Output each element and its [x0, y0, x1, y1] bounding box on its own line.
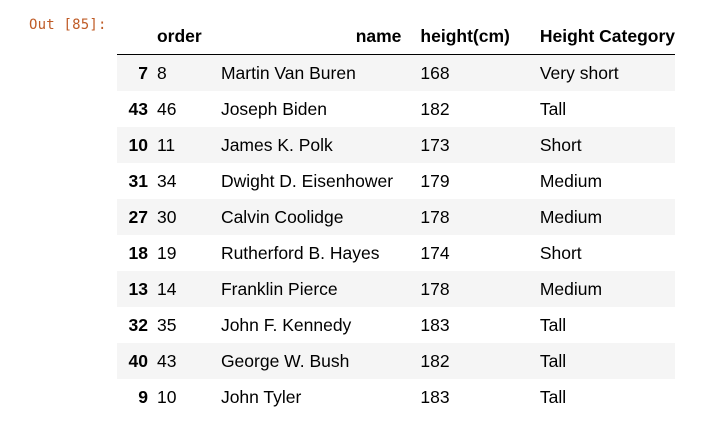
cell-order: 46	[156, 98, 177, 119]
cell-category: Short	[539, 242, 582, 263]
column-header-order: order	[147, 18, 212, 55]
cell-height: 168	[420, 62, 450, 83]
cell-order: 35	[156, 314, 177, 335]
row-index: 32	[128, 314, 148, 335]
cell-category: Medium	[539, 170, 603, 191]
cell-name: James K. Polk	[220, 134, 333, 155]
cell-height: 179	[420, 170, 450, 191]
column-header-category: Height Category	[520, 18, 675, 55]
cell-name: John Tyler	[220, 386, 302, 407]
row-index: 40	[128, 350, 148, 371]
table-row: 31 34 Dwight D. Eisenhower 179 Medium	[117, 163, 675, 199]
cell-height: 182	[420, 98, 450, 119]
row-index: 43	[128, 98, 148, 119]
column-header-height: height(cm)	[401, 18, 521, 55]
row-index: 13	[128, 278, 148, 299]
table-row: 18 19 Rutherford B. Hayes 174 Short	[117, 235, 675, 271]
cell-order: 11	[156, 134, 176, 155]
cell-order: 8	[156, 62, 167, 83]
table-row: 13 14 Franklin Pierce 178 Medium	[117, 271, 675, 307]
cell-category: Very short	[539, 62, 619, 83]
row-index: 31	[128, 170, 148, 191]
cell-name: Rutherford B. Hayes	[220, 242, 380, 263]
cell-category: Tall	[539, 350, 567, 371]
table-row: 32 35 John F. Kennedy 183 Tall	[117, 307, 675, 343]
column-header-name: name	[211, 18, 402, 55]
cell-order: 19	[156, 242, 177, 263]
cell-height: 183	[420, 314, 450, 335]
cell-order: 10	[156, 386, 177, 407]
cell-height: 178	[420, 206, 450, 227]
cell-name: Joseph Biden	[220, 98, 327, 119]
cell-height: 173	[420, 134, 450, 155]
cell-category: Medium	[539, 206, 603, 227]
table-row: 7 8 Martin Van Buren 168 Very short	[117, 54, 675, 91]
cell-order: 34	[156, 170, 177, 191]
index-header	[117, 18, 148, 55]
cell-category: Short	[539, 134, 582, 155]
row-index: 18	[128, 242, 148, 263]
cell-order: 30	[156, 206, 177, 227]
table-row: 9 10 John Tyler 183 Tall	[117, 379, 675, 415]
table-row: 40 43 George W. Bush 182 Tall	[117, 343, 675, 379]
output-prompt: Out [85]:	[29, 17, 107, 33]
cell-name: John F. Kennedy	[220, 314, 352, 335]
cell-category: Tall	[539, 386, 567, 407]
cell-name: Martin Van Buren	[220, 62, 356, 83]
table-body: 7 8 Martin Van Buren 168 Very short 43 46 Josep…	[117, 54, 675, 415]
row-index: 7	[138, 62, 148, 83]
table-row: 27 30 Calvin Coolidge 178 Medium	[117, 199, 675, 235]
cell-height: 182	[420, 350, 450, 371]
cell-category: Tall	[539, 314, 567, 335]
cell-height: 174	[420, 242, 450, 263]
cell-order: 43	[156, 350, 177, 371]
cell-order: 14	[156, 278, 177, 299]
cell-category: Tall	[539, 98, 567, 119]
row-index: 10	[128, 134, 148, 155]
cell-name: Dwight D. Eisenhower	[220, 170, 394, 191]
cell-name: Calvin Coolidge	[220, 206, 344, 227]
cell-name: George W. Bush	[220, 350, 350, 371]
table-header-row: order name height(cm) Height Category	[117, 18, 675, 55]
cell-name: Franklin Pierce	[220, 278, 338, 299]
cell-category: Medium	[539, 278, 603, 299]
cell-height: 183	[420, 386, 450, 407]
row-index: 9	[138, 386, 148, 407]
row-index: 27	[128, 206, 148, 227]
table-row: 43 46 Joseph Biden 182 Tall	[117, 91, 675, 127]
table-row: 10 11 James K. Polk 173 Short	[117, 127, 675, 163]
cell-height: 178	[420, 278, 450, 299]
